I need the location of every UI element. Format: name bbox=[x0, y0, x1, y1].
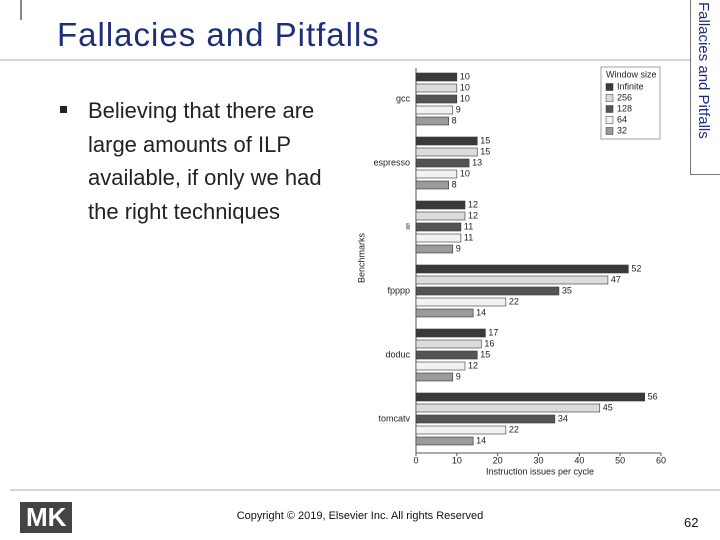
side-box: Fallacies and Pitfalls bbox=[690, 0, 720, 175]
data-label: 15 bbox=[480, 135, 490, 145]
x-tick-label: 0 bbox=[413, 455, 418, 465]
bar bbox=[415, 72, 458, 82]
y-axis-label: Benchmarks bbox=[356, 232, 366, 283]
bar bbox=[415, 233, 462, 243]
bar bbox=[415, 414, 556, 424]
logo: MK bbox=[20, 502, 73, 533]
data-label: 22 bbox=[509, 296, 519, 306]
y-tick-label: gcc bbox=[396, 93, 411, 103]
x-tick-label: 60 bbox=[656, 455, 666, 465]
bar bbox=[415, 339, 482, 349]
bullet-text: Believing that there are large amounts o… bbox=[88, 98, 322, 224]
legend-swatch bbox=[605, 94, 614, 102]
data-label: 9 bbox=[456, 371, 461, 381]
data-label: 14 bbox=[476, 435, 486, 445]
x-tick-label: 50 bbox=[615, 455, 625, 465]
y-tick-label: li bbox=[406, 221, 410, 231]
legend-swatch bbox=[605, 105, 614, 113]
data-label: 16 bbox=[484, 338, 494, 348]
legend-swatch bbox=[605, 83, 614, 91]
bar bbox=[415, 169, 458, 179]
x-tick-label: 10 bbox=[452, 455, 462, 465]
bar bbox=[415, 180, 449, 190]
data-label: 11 bbox=[464, 221, 473, 231]
data-label: 45 bbox=[603, 402, 613, 412]
data-label: 56 bbox=[648, 391, 658, 401]
bar bbox=[415, 392, 645, 402]
legend-label: 64 bbox=[617, 114, 627, 124]
data-label: 17 bbox=[488, 327, 498, 337]
data-label: 8 bbox=[452, 115, 457, 125]
bar bbox=[415, 308, 474, 318]
bar bbox=[415, 136, 478, 146]
bar bbox=[415, 200, 466, 210]
data-label: 12 bbox=[468, 360, 478, 370]
bar bbox=[415, 116, 449, 126]
legend-title: Window size bbox=[606, 69, 657, 79]
data-label: 8 bbox=[452, 179, 457, 189]
data-label: 35 bbox=[562, 285, 572, 295]
bar bbox=[415, 286, 560, 296]
bar bbox=[415, 297, 507, 307]
bar bbox=[415, 222, 462, 232]
bar bbox=[415, 264, 629, 274]
x-axis-label: Instruction issues per cycle bbox=[486, 466, 594, 476]
data-label: 13 bbox=[472, 157, 482, 167]
legend-label: 256 bbox=[617, 92, 632, 102]
bar bbox=[415, 211, 466, 221]
x-tick-label: 30 bbox=[533, 455, 543, 465]
data-label: 10 bbox=[460, 168, 470, 178]
data-label: 52 bbox=[631, 263, 641, 273]
data-label: 47 bbox=[611, 274, 621, 284]
legend-swatch bbox=[605, 116, 614, 124]
bullet-marker bbox=[60, 106, 67, 113]
bar bbox=[415, 328, 486, 338]
bar bbox=[415, 425, 507, 435]
data-label: 22 bbox=[509, 424, 519, 434]
data-label: 10 bbox=[460, 82, 470, 92]
page-number: 62 bbox=[684, 515, 699, 530]
side-title: Fallacies and Pitfalls bbox=[695, 2, 712, 139]
footer: Copyright © 2019, Elsevier Inc. All righ… bbox=[236, 510, 484, 522]
y-tick-label: tomcatv bbox=[378, 413, 410, 423]
legend-box bbox=[600, 66, 661, 140]
bar bbox=[415, 350, 478, 360]
legend-swatch bbox=[605, 127, 614, 135]
bar bbox=[415, 403, 601, 413]
data-label: 11 bbox=[464, 232, 473, 242]
legend-label: 128 bbox=[617, 103, 632, 113]
data-label: 10 bbox=[460, 93, 470, 103]
data-label: 9 bbox=[456, 104, 461, 114]
bar bbox=[415, 105, 454, 115]
data-label: 34 bbox=[558, 413, 568, 423]
y-tick-label: espresso bbox=[373, 157, 410, 167]
bar bbox=[415, 94, 458, 104]
bar bbox=[415, 147, 478, 157]
data-label: 10 bbox=[460, 71, 470, 81]
data-label: 14 bbox=[476, 307, 486, 317]
data-label: 12 bbox=[468, 210, 478, 220]
bar bbox=[415, 361, 466, 371]
bar bbox=[415, 83, 458, 93]
legend-label: 32 bbox=[617, 125, 627, 135]
x-tick-label: 20 bbox=[493, 455, 503, 465]
bar bbox=[415, 158, 470, 168]
x-tick-label: 40 bbox=[574, 455, 584, 465]
bar bbox=[415, 244, 454, 254]
slide-title: Fallacies and Pitfalls bbox=[57, 16, 380, 53]
bar bbox=[415, 275, 609, 285]
data-label: 15 bbox=[480, 146, 490, 156]
bar bbox=[415, 372, 454, 382]
bar bbox=[415, 436, 474, 446]
legend-label: Infinite bbox=[617, 81, 644, 91]
data-label: 9 bbox=[456, 243, 461, 253]
y-tick-label: doduc bbox=[385, 349, 410, 359]
y-tick-label: fpppp bbox=[387, 285, 410, 295]
data-label: 15 bbox=[480, 349, 490, 359]
data-label: 12 bbox=[468, 199, 478, 209]
